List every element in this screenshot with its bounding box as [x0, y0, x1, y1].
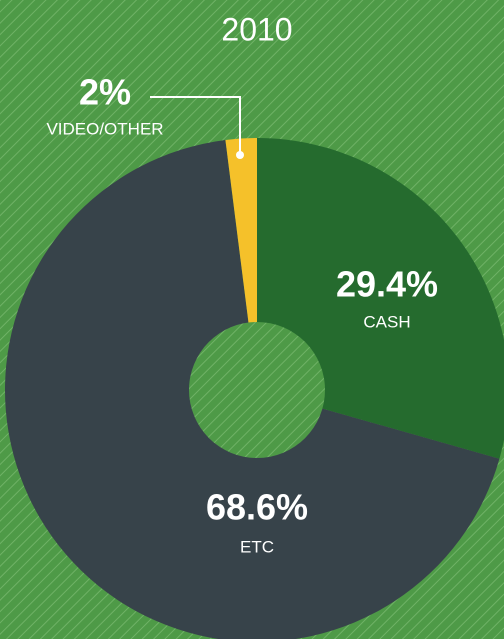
category-label: ETC	[240, 537, 274, 556]
leader-line	[150, 96, 241, 155]
donut-hole	[189, 322, 325, 458]
category-label: VIDEO/OTHER	[46, 119, 163, 138]
chart-title: 2010	[221, 11, 292, 47]
leader-dot	[236, 151, 244, 159]
value-label: 2%	[79, 72, 131, 113]
value-label: 29.4%	[336, 264, 438, 305]
value-label: 68.6%	[206, 487, 308, 528]
category-label: CASH	[363, 312, 410, 331]
